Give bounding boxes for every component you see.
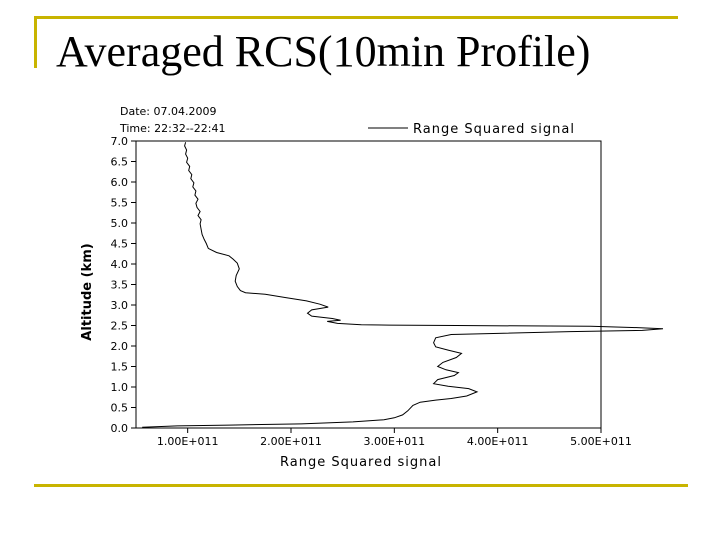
y-tick-label: 6.5 [111,156,129,169]
x-tick-label: 4.00E+011 [467,435,529,448]
y-tick-label: 1.5 [111,361,129,374]
legend-label: Range Squared signal [413,122,575,137]
y-tick-label: 2.5 [111,320,129,333]
y-tick-label: 4.0 [111,258,129,271]
x-axis-label: Range Squared signal [280,455,442,470]
x-tick-label: 5.00E+011 [570,435,632,448]
y-tick-label: 0.5 [111,402,129,415]
x-tick-label: 3.00E+011 [364,435,426,448]
chart-time-label: Time: 22:32--22:41 [119,122,225,135]
slide-frame-bottom-rule [34,484,688,487]
y-tick-label: 0.0 [111,422,129,435]
chart-date-label: Date: 07.04.2009 [120,105,216,118]
series-range-squared-signal-line [142,142,664,428]
y-tick-label: 5.5 [111,197,129,210]
y-tick-label: 3.5 [111,279,129,292]
slide-title: Averaged RCS(10min Profile) [56,27,591,76]
y-tick-label: 5.0 [111,217,129,230]
slide-frame-top-rule [34,16,678,19]
x-tick-label: 2.00E+011 [260,435,322,448]
y-tick-label: 2.0 [111,340,129,353]
y-axis-label: Altitude (km) [80,243,95,340]
y-tick-label: 4.5 [111,238,129,251]
y-tick-label: 6.0 [111,176,129,189]
slide-frame-left-rule [34,16,37,68]
plot-area-frame [135,140,602,429]
x-tick-label: 1.00E+011 [157,435,219,448]
y-tick-label: 1.0 [111,381,129,394]
y-tick-label: 3.0 [111,299,129,312]
y-tick-label: 7.0 [111,135,129,148]
